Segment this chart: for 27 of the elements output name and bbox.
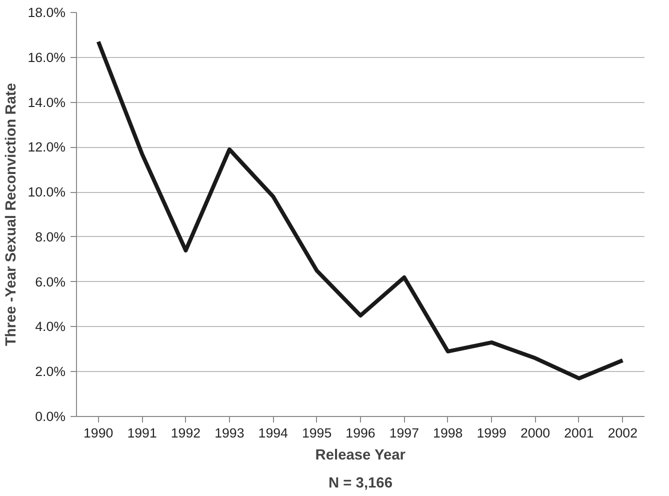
y-tick-label: 8.0% [35, 229, 66, 244]
y-tick-label: 4.0% [35, 319, 66, 334]
y-tick-label: 14.0% [28, 94, 66, 110]
x-tick-label: 1998 [433, 426, 463, 440]
y-tick-label: 2.0% [35, 364, 66, 380]
x-tick-label: 2002 [608, 426, 638, 440]
x-tick-label: 1993 [214, 426, 244, 440]
x-tick-label: 1995 [302, 426, 332, 440]
x-tick-label: 1996 [346, 426, 376, 440]
line-series [96, 40, 625, 380]
x-tick-label: 1997 [389, 426, 420, 440]
y-tick-label: 16.0% [28, 50, 66, 65]
y-tick-label: 0.0% [35, 409, 66, 424]
x-tick-label: 2001 [564, 426, 594, 440]
y-tick-label: 10.0% [28, 184, 66, 200]
x-axis-title: Release Year [315, 448, 406, 464]
x-tick-label: 1990 [84, 426, 114, 440]
x-tick-label: 1992 [170, 426, 201, 440]
x-tick-label: 1994 [258, 426, 289, 440]
y-tick-label: 18.0% [28, 5, 66, 20]
y-axis-title: Three -Year Sexual Reconviction Rate [4, 82, 20, 346]
x-tick-label: 1999 [476, 426, 506, 440]
y-tick-label: 6.0% [35, 274, 66, 290]
text: N = 3,166 [328, 476, 392, 492]
y-tick-label: 12.0% [28, 140, 66, 155]
x-tick-label: 1991 [127, 426, 157, 440]
x-tick-label: 2000 [520, 426, 550, 440]
